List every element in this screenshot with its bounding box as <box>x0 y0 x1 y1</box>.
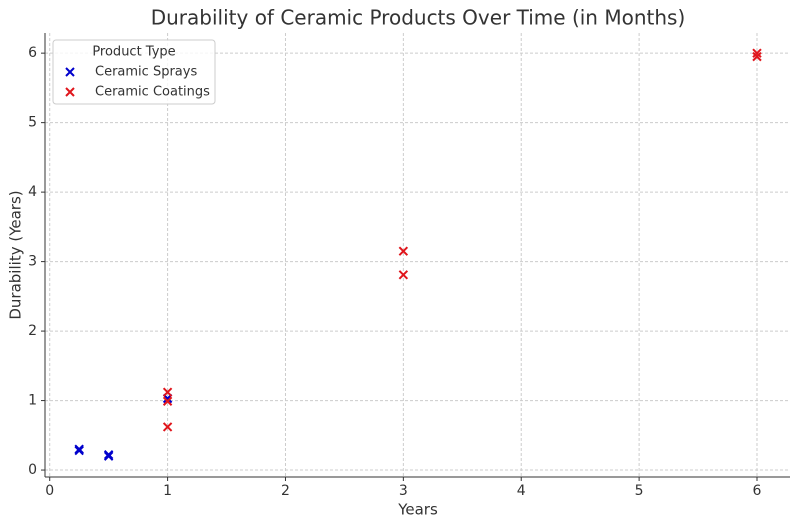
marker <box>162 387 173 397</box>
marker <box>74 445 84 456</box>
y-tick-label: 2 <box>28 323 37 339</box>
chart-title: Durability of Ceramic Products Over Time… <box>151 6 686 30</box>
y-tick-label: 0 <box>28 462 37 478</box>
x-tick-label: 5 <box>635 483 644 499</box>
marker <box>103 450 114 460</box>
y-tick-label: 6 <box>28 45 37 61</box>
marker-stroke <box>398 246 409 256</box>
y-tick-label: 1 <box>28 393 37 409</box>
marker <box>398 270 409 280</box>
marker-stroke <box>752 48 762 58</box>
x-tick-label: 4 <box>517 483 526 499</box>
marker <box>162 396 173 406</box>
marker-stroke <box>162 422 173 432</box>
legend-title: Product Type <box>92 45 175 60</box>
marker-stroke <box>65 87 75 97</box>
marker-stroke <box>65 67 75 77</box>
x-tick-label: 0 <box>45 483 54 499</box>
y-tick-label: 5 <box>28 115 37 131</box>
y-tick-label: 4 <box>28 184 37 200</box>
legend-label: Ceramic Coatings <box>95 85 210 100</box>
marker-stroke <box>752 51 762 62</box>
x-tick-label: 1 <box>163 483 172 499</box>
x-tick-label: 2 <box>281 483 290 499</box>
marker-stroke <box>162 396 173 406</box>
x-tick-label: 6 <box>753 483 762 499</box>
x-tick-label: 3 <box>399 483 408 499</box>
x-axis-label: Years <box>397 501 438 519</box>
marker <box>752 51 762 62</box>
marker <box>398 246 409 256</box>
marker-stroke <box>74 445 84 456</box>
marker-stroke <box>398 270 409 280</box>
y-axis-label: Durability (Years) <box>7 190 25 319</box>
legend-label: Ceramic Sprays <box>95 65 197 80</box>
y-tick-label: 3 <box>28 254 37 270</box>
marker <box>162 422 173 432</box>
marker <box>65 67 75 77</box>
marker-stroke <box>103 450 114 460</box>
marker <box>65 87 75 97</box>
legend-box <box>52 39 216 105</box>
marker-stroke <box>162 387 173 397</box>
marker <box>752 48 762 58</box>
